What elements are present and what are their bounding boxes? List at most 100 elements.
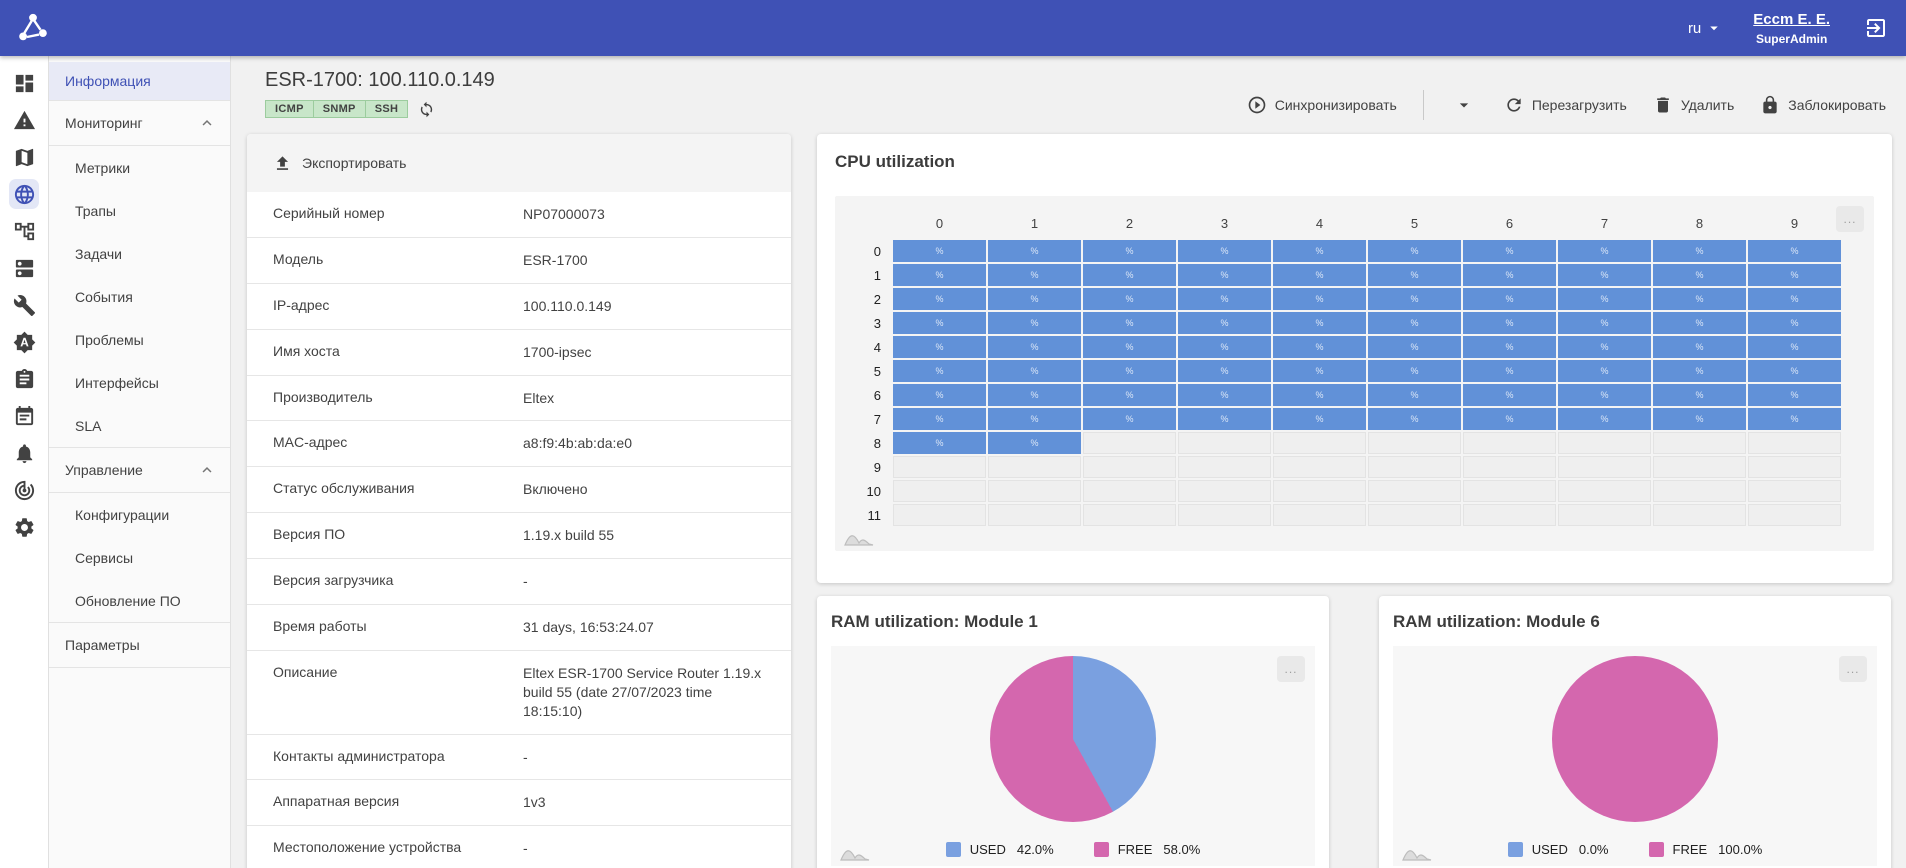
heatmap-cell[interactable]: % [988, 264, 1081, 286]
heatmap-cell[interactable]: % [1178, 408, 1271, 430]
heatmap-cell[interactable]: % [988, 408, 1081, 430]
heatmap-cell[interactable]: % [893, 384, 986, 406]
heatmap-cell[interactable]: % [1558, 312, 1651, 334]
heatmap-cell[interactable]: % [1368, 384, 1461, 406]
zoom-preview-icon[interactable] [839, 845, 885, 862]
sync-options-button[interactable] [1450, 91, 1478, 119]
chart-menu-button[interactable]: ... [1836, 206, 1864, 232]
heatmap-cell[interactable]: % [893, 240, 986, 262]
heatmap-cell[interactable]: % [1463, 336, 1556, 358]
rail-item-monitoring-globe[interactable] [9, 179, 39, 209]
heatmap-cell[interactable]: % [1178, 384, 1271, 406]
heatmap-cell[interactable]: % [893, 432, 986, 454]
sidebar-item-0[interactable]: Информация [49, 62, 230, 100]
language-selector[interactable]: ru [1688, 19, 1723, 37]
lock-button[interactable]: Заблокировать [1760, 95, 1886, 115]
heatmap-cell[interactable]: % [1178, 264, 1271, 286]
user-name[interactable]: Eccm E. E. [1753, 10, 1830, 28]
sidebar-item-6[interactable]: Проблемы [49, 318, 230, 361]
rail-item-alerts[interactable] [9, 105, 39, 135]
heatmap-cell[interactable]: % [893, 288, 986, 310]
chart-menu-button[interactable]: ... [1277, 656, 1305, 682]
heatmap-cell[interactable]: % [1083, 240, 1176, 262]
heatmap-cell[interactable]: % [893, 336, 986, 358]
heatmap-cell[interactable]: % [988, 336, 1081, 358]
heatmap-cell[interactable]: % [1368, 408, 1461, 430]
heatmap-cell[interactable]: % [1558, 264, 1651, 286]
heatmap-cell[interactable]: % [1463, 408, 1556, 430]
heatmap-cell[interactable]: % [1558, 240, 1651, 262]
heatmap-cell[interactable]: % [1748, 288, 1841, 310]
logout-button[interactable] [1864, 16, 1888, 40]
heatmap-cell[interactable]: % [1273, 384, 1366, 406]
app-logo-icon[interactable] [12, 7, 54, 49]
ram6-pie-chart[interactable] [1552, 656, 1718, 822]
heatmap-cell[interactable]: % [1653, 336, 1746, 358]
heatmap-cell[interactable]: % [1368, 264, 1461, 286]
heatmap-cell[interactable]: % [988, 432, 1081, 454]
heatmap-cell[interactable]: % [1368, 288, 1461, 310]
heatmap-cell[interactable]: % [1463, 312, 1556, 334]
legend-item-free[interactable]: FREE 100.0% [1648, 842, 1762, 857]
heatmap-cell[interactable]: % [1463, 288, 1556, 310]
sidebar-item-12[interactable]: Обновление ПО [49, 579, 230, 622]
heatmap-cell[interactable]: % [1748, 312, 1841, 334]
sidebar-item-3[interactable]: Трапы [49, 189, 230, 232]
rail-item-ping[interactable] [9, 475, 39, 505]
export-button[interactable]: Экспортировать [273, 154, 406, 173]
heatmap-cell[interactable]: % [1748, 408, 1841, 430]
heatmap-cell[interactable]: % [1178, 240, 1271, 262]
heatmap-cell[interactable]: % [893, 264, 986, 286]
heatmap-cell[interactable]: % [1558, 288, 1651, 310]
heatmap-cell[interactable]: % [1653, 384, 1746, 406]
heatmap-cell[interactable]: % [1463, 384, 1556, 406]
rail-item-notifications-bell[interactable] [9, 438, 39, 468]
heatmap-cell[interactable]: % [1083, 408, 1176, 430]
heatmap-cell[interactable]: % [988, 312, 1081, 334]
chart-menu-button[interactable]: ... [1839, 656, 1867, 682]
heatmap-cell[interactable]: % [1273, 312, 1366, 334]
heatmap-cell[interactable]: % [1368, 336, 1461, 358]
heatmap-cell[interactable]: % [1273, 288, 1366, 310]
heatmap-cell[interactable]: % [1558, 336, 1651, 358]
heatmap-cell[interactable]: % [1368, 360, 1461, 382]
reboot-button[interactable]: Перезагрузить [1504, 95, 1627, 115]
legend-item-free[interactable]: FREE 58.0% [1093, 842, 1200, 857]
rail-item-settings-gear[interactable] [9, 512, 39, 542]
heatmap-cell[interactable]: % [1178, 288, 1271, 310]
sidebar-item-13[interactable]: Параметры [49, 622, 230, 668]
heatmap-cell[interactable]: % [988, 360, 1081, 382]
heatmap-cell[interactable]: % [1083, 360, 1176, 382]
sidebar-item-10[interactable]: Конфигурации [49, 493, 230, 536]
heatmap-cell[interactable]: % [1463, 240, 1556, 262]
heatmap-cell[interactable]: % [1748, 360, 1841, 382]
rail-item-tools[interactable] [9, 290, 39, 320]
zoom-preview-icon[interactable] [843, 530, 889, 547]
heatmap-cell[interactable]: % [1653, 264, 1746, 286]
legend-item-used[interactable]: USED 42.0% [945, 842, 1054, 857]
heatmap-cell[interactable]: % [1748, 264, 1841, 286]
sidebar-item-9[interactable]: Управление [49, 447, 230, 493]
rail-item-tasks-clipboard[interactable] [9, 364, 39, 394]
heatmap-cell[interactable]: % [1653, 360, 1746, 382]
sidebar-item-8[interactable]: SLA [49, 404, 230, 447]
heatmap-cell[interactable]: % [988, 288, 1081, 310]
heatmap-cell[interactable]: % [1083, 336, 1176, 358]
heatmap-cell[interactable]: % [1558, 360, 1651, 382]
heatmap-cell[interactable]: % [1273, 336, 1366, 358]
ram1-pie-chart[interactable] [990, 656, 1156, 822]
sidebar-item-4[interactable]: Задачи [49, 232, 230, 275]
heatmap-cell[interactable]: % [893, 408, 986, 430]
rail-item-auto-mode[interactable] [9, 327, 39, 357]
rail-item-topology[interactable] [9, 216, 39, 246]
heatmap-cell[interactable]: % [1748, 240, 1841, 262]
heatmap-cell[interactable]: % [1558, 408, 1651, 430]
synchronize-button[interactable]: Синхронизировать [1247, 95, 1397, 115]
heatmap-cell[interactable]: % [1653, 288, 1746, 310]
heatmap-cell[interactable]: % [1083, 384, 1176, 406]
heatmap-cell[interactable]: % [988, 384, 1081, 406]
rail-item-dashboard[interactable] [9, 68, 39, 98]
heatmap-cell[interactable]: % [1273, 408, 1366, 430]
availability-refresh-button[interactable] [418, 101, 435, 118]
heatmap-cell[interactable]: % [1368, 240, 1461, 262]
